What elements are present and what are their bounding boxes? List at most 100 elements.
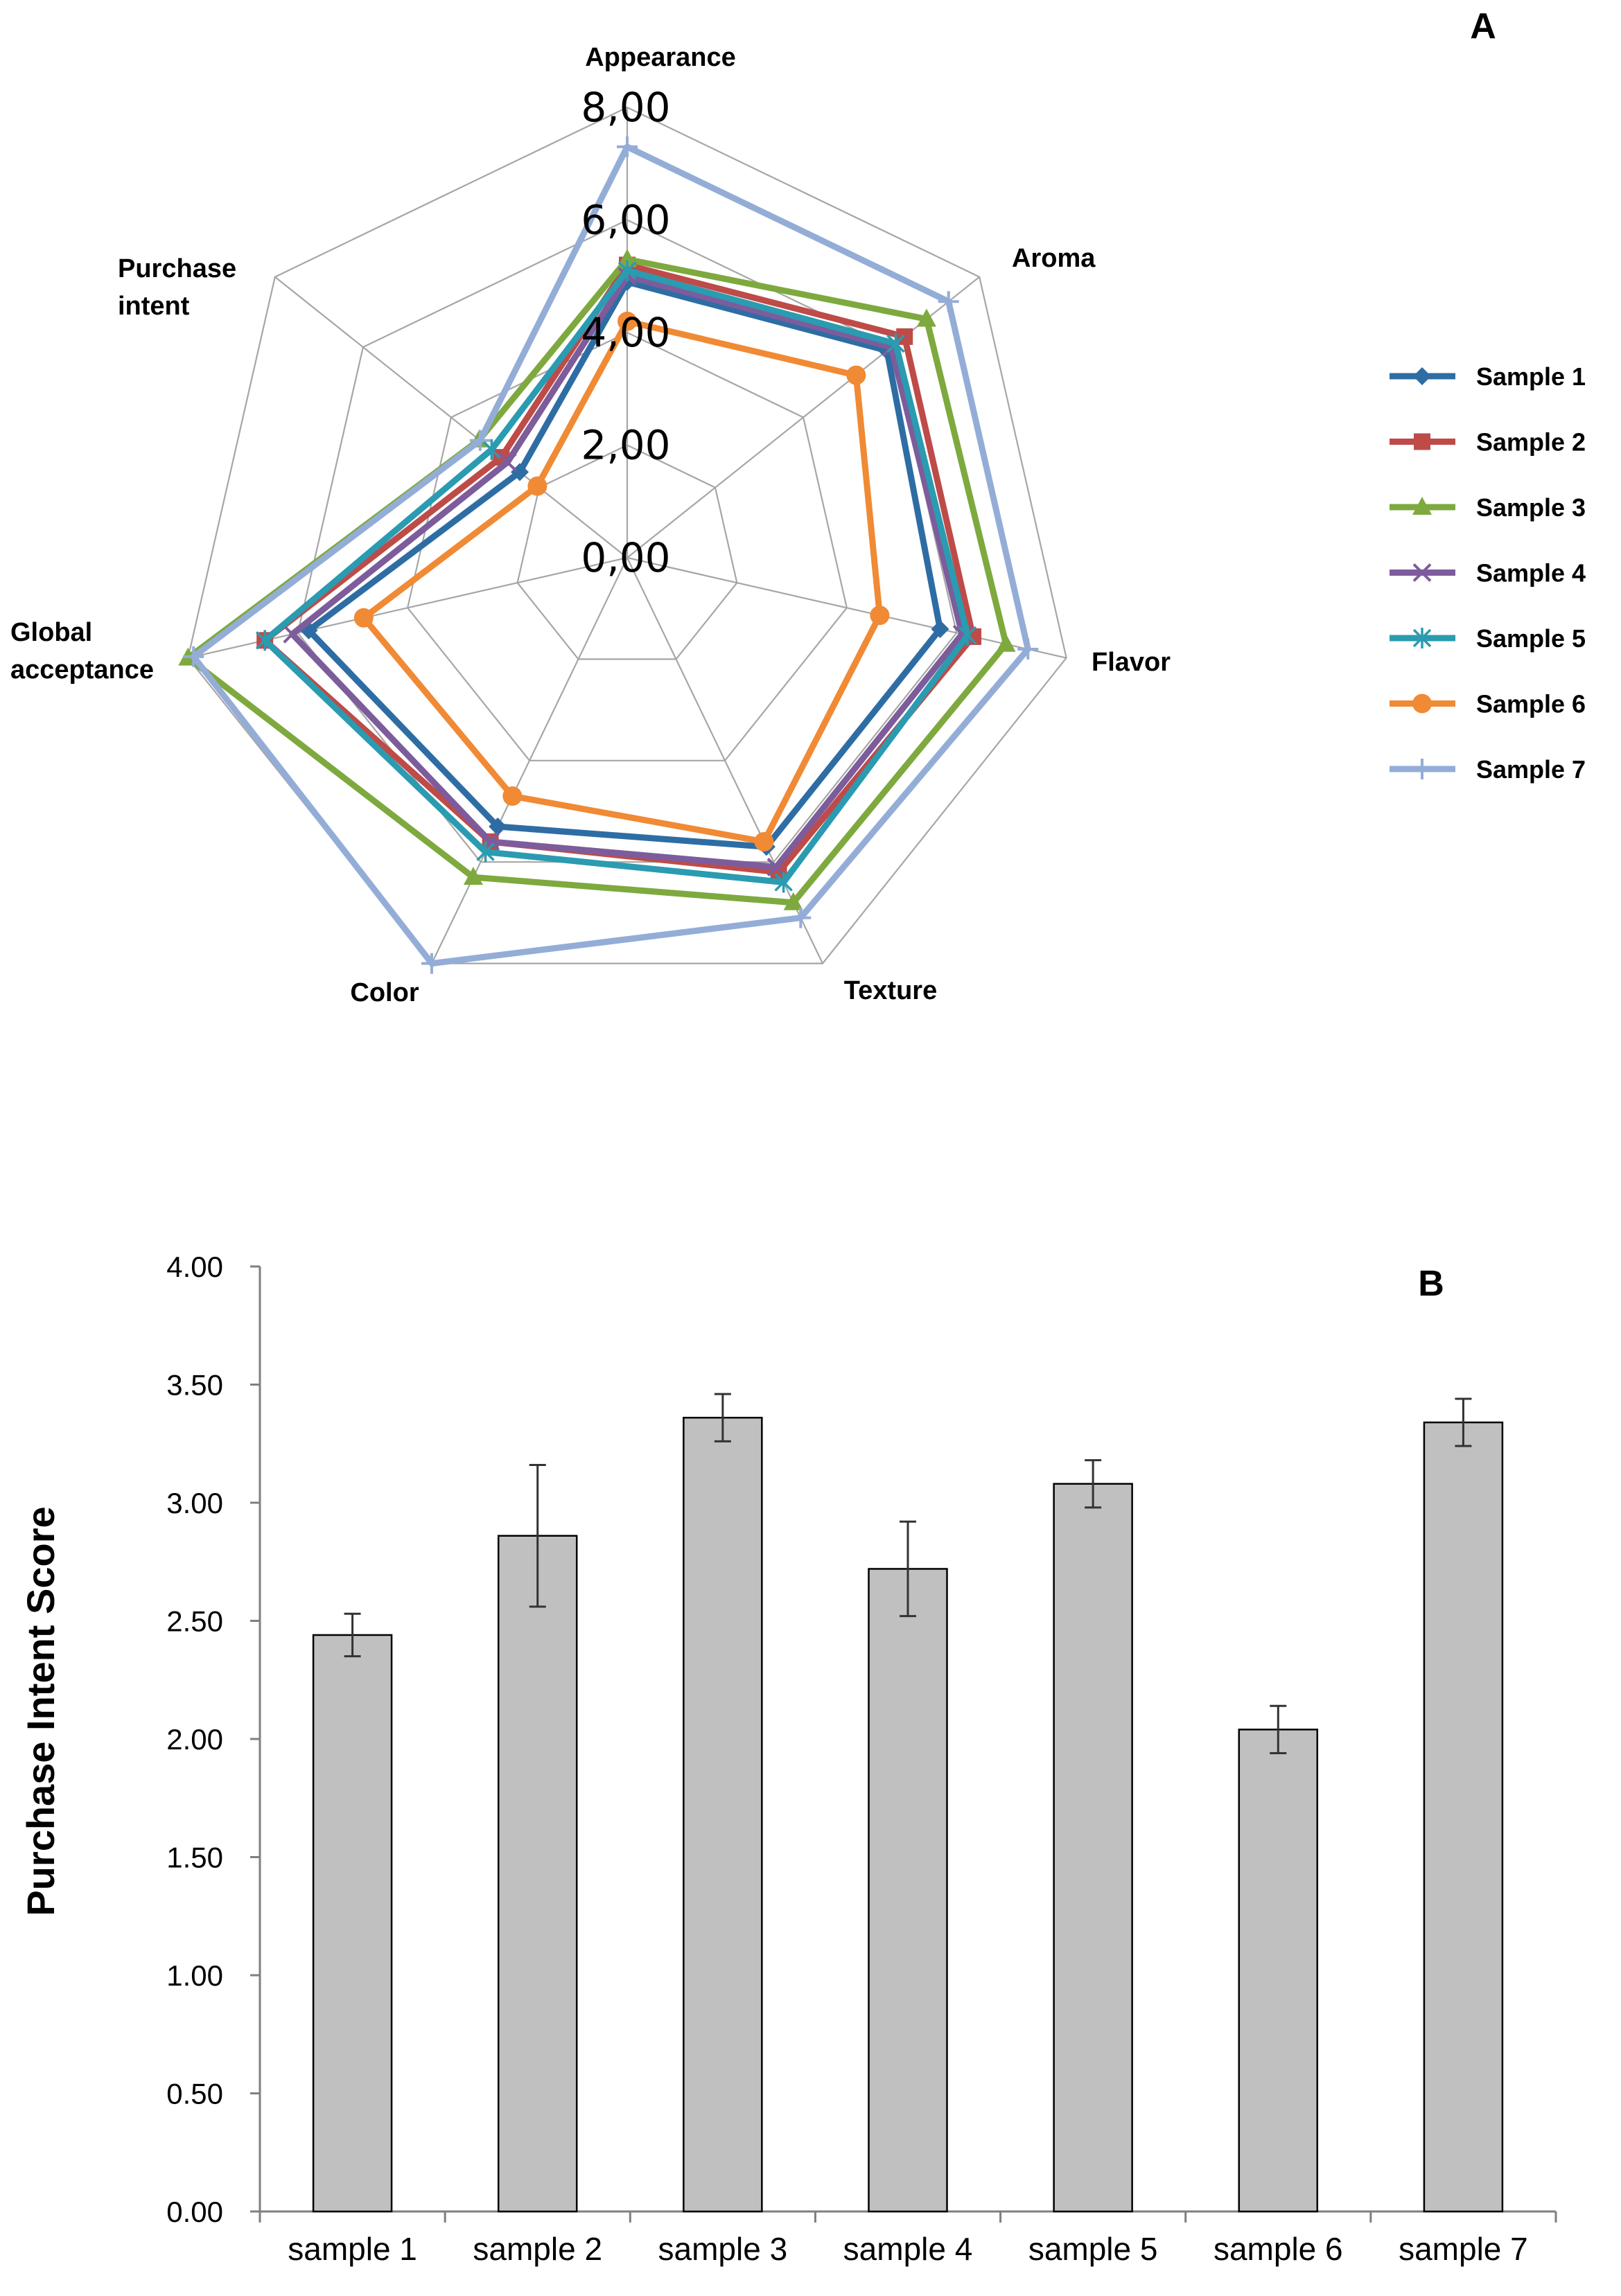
radar-line-sample-6 <box>360 318 883 845</box>
legend-label-sample-7: Sample 7 <box>1476 755 1586 784</box>
radar-tick-label: 4,00 <box>581 309 670 356</box>
radar-series-sample-6 <box>353 311 890 851</box>
radar-point-sample-6-flavor <box>870 606 890 626</box>
bar-sample-3 <box>683 1416 763 2213</box>
radar-point-sample-7-aroma <box>938 291 959 312</box>
legend-swatch-marker-sample-2 <box>1414 433 1430 450</box>
radar-spoke-purchase-intent <box>274 276 628 558</box>
radar-spoke-flavor <box>627 556 1067 659</box>
radar-point-sample-5-aroma <box>886 333 905 354</box>
bar-sample-1 <box>312 1634 393 2213</box>
radar-point-sample-4-global-acceptance-stroke-2 <box>283 624 302 644</box>
bar-y-tick-label: 2.00 <box>166 1723 223 1756</box>
radar-point-sample-6-global-acceptance <box>353 608 374 628</box>
radar-series-sample-5 <box>255 260 977 893</box>
radar-line-sample-5 <box>261 267 971 885</box>
radar-grid-ring-1 <box>516 444 738 660</box>
legend-swatch-marker-sample-4-stroke-2 <box>1412 563 1432 582</box>
radar-point-sample-7-global-acceptance <box>183 646 204 667</box>
radar-chart: 0,00 2,00 4,00 6,00 8,00 Appearance Aroma Flav… <box>10 6 1586 1007</box>
radar-point-sample-5-purchase-intent <box>482 439 501 460</box>
radar-grid-ring-4 <box>187 106 1067 964</box>
error-bar-sample-3 <box>714 1393 731 1442</box>
bar-tick-labels: 0.00 0.50 1.00 1.50 2.00 2.50 3.00 3.50 4.00 samp… <box>166 1251 1528 2267</box>
radar-axis-label-texture: Texture <box>844 976 937 1005</box>
error-bar-sample-6 <box>1270 1704 1287 1754</box>
radar-point-sample-3-flavor <box>996 633 1016 652</box>
radar-point-sample-6-appearance <box>617 311 637 331</box>
legend-item-sample-2: Sample 2 <box>1390 428 1586 457</box>
legend-item-sample-5: Sample 5 <box>1390 624 1586 653</box>
radar-axis-label-line: Global <box>10 618 92 647</box>
bar-y-tick-label: 1.00 <box>166 1959 223 1992</box>
radar-point-sample-6-aroma <box>846 365 866 385</box>
radar-axis-label-color: Color <box>350 978 419 1007</box>
legend-swatch-marker-sample-1 <box>1413 367 1431 385</box>
legend-item-sample-4: Sample 4 <box>1390 559 1586 588</box>
radar-grid-ring-2 <box>406 331 848 761</box>
error-bar-sample-2 <box>529 1463 546 1608</box>
radar-axis-label-purchase-intent: Purchase intent <box>118 254 236 321</box>
legend-swatch-marker-sample-7 <box>1412 759 1432 779</box>
radar-tick-labels: 0,00 2,00 4,00 6,00 8,00 <box>581 84 670 581</box>
radar-point-sample-5-appearance <box>617 260 637 281</box>
radar-axis-label-flavor: Flavor <box>1092 648 1171 677</box>
bar-y-tick-label: 2.50 <box>166 1605 223 1638</box>
radar-axis-label-line: Aroma <box>1012 244 1096 273</box>
error-bar-sample-5 <box>1085 1459 1102 1509</box>
bar-y-tick-label: 1.50 <box>166 1842 223 1874</box>
bar-category-label-sample-6: sample 6 <box>1213 2231 1343 2267</box>
panel-label-b: B <box>1418 1264 1444 1304</box>
legend-swatch-marker-sample-4 <box>1412 563 1432 582</box>
radar-axis-label-line: Texture <box>844 976 937 1005</box>
radar-point-sample-4-purchase-intent <box>498 452 517 472</box>
bar-category-label-sample-4: sample 4 <box>843 2231 973 2267</box>
bar-category-label-sample-5: sample 5 <box>1028 2231 1158 2267</box>
error-bar-sample-1 <box>344 1612 361 1658</box>
radar-point-sample-7-purchase-intent <box>469 430 491 451</box>
radar-point-sample-1-color <box>489 817 507 836</box>
radar-tick-label: 6,00 <box>581 197 670 244</box>
radar-axis-label-appearance: Appearance <box>585 43 736 72</box>
bar-y-tick-label: 3.50 <box>166 1369 223 1402</box>
panel-label-a: A <box>1470 6 1496 46</box>
error-bar-sample-7 <box>1455 1397 1472 1447</box>
legend-label-sample-3: Sample 3 <box>1476 493 1586 522</box>
radar-point-sample-7-flavor <box>1017 638 1039 660</box>
bar-chart: 0.00 0.50 1.00 1.50 2.00 2.50 3.00 3.50 4.00 samp… <box>19 1251 1557 2267</box>
radar-line-sample-7 <box>190 143 1031 967</box>
legend-item-sample-3: Sample 3 <box>1390 493 1586 522</box>
radar-point-sample-1-purchase-intent <box>511 463 529 482</box>
radar-axis-labels: Appearance Aroma Flavor Texture Color Global a… <box>10 43 1171 1007</box>
bar-y-axis-title: Purchase Intent Score <box>19 1506 62 1916</box>
radar-tick-label: 0,00 <box>581 534 670 581</box>
radar-point-sample-7-appearance <box>617 136 638 157</box>
radar-axis-label-line: Purchase <box>118 254 236 283</box>
legend-item-sample-7: Sample 7 <box>1390 755 1586 784</box>
radar-point-sample-7-texture <box>790 907 812 928</box>
radar-spoke-texture <box>627 557 824 964</box>
radar-point-sample-4-texture-stroke-2 <box>766 858 786 876</box>
bar-sample-4 <box>868 1568 948 2213</box>
radar-point-sample-4-texture <box>766 858 786 876</box>
legend-item-sample-6: Sample 6 <box>1390 690 1586 718</box>
radar-point-sample-4-purchase-intent-stroke-2 <box>498 452 517 472</box>
radar-point-sample-4-global-acceptance <box>283 624 302 644</box>
radar-point-sample-3-color <box>463 867 483 885</box>
radar-tick-label: 8,00 <box>581 84 670 131</box>
radar-point-sample-5-global-acceptance <box>255 630 274 651</box>
error-bar-sample-4 <box>900 1520 916 1618</box>
legend-item-sample-1: Sample 1 <box>1390 362 1586 391</box>
radar-series-group <box>178 136 1039 974</box>
bar-category-label-sample-7: sample 7 <box>1399 2231 1528 2267</box>
bar-sample-6 <box>1238 1729 1319 2213</box>
radar-axis-label-global-acceptance: Global acceptance <box>10 618 154 685</box>
radar-axis-label-line: acceptance <box>10 655 154 685</box>
radar-point-sample-5-flavor <box>958 625 977 646</box>
radar-point-sample-7-color <box>421 953 442 974</box>
bar-sample-2 <box>497 1535 578 2213</box>
bar-y-tick-label: 4.00 <box>166 1251 223 1283</box>
bar-y-tick-label: 3.00 <box>166 1487 223 1519</box>
radar-spoke-color <box>430 557 628 964</box>
